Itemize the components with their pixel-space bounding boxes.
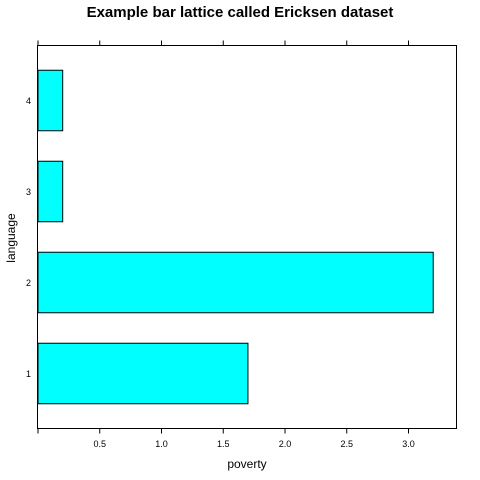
bar-4 bbox=[37, 69, 64, 132]
bars-group bbox=[37, 69, 434, 405]
x-axis-label: poverty bbox=[227, 457, 266, 471]
x-tick-label: 3.0 bbox=[402, 439, 415, 449]
x-tick-label: 2.5 bbox=[340, 439, 353, 449]
x-tick-label: 1.0 bbox=[155, 439, 168, 449]
plot-frame bbox=[37, 45, 457, 429]
chart-title: Example bar lattice called Ericksen data… bbox=[87, 4, 394, 21]
y-tick-label-3: 3 bbox=[26, 187, 31, 197]
bar-2 bbox=[37, 251, 434, 314]
top-axis-ticks bbox=[37, 40, 409, 46]
y-tick-label-2: 2 bbox=[26, 278, 31, 288]
y-tick-label-1: 1 bbox=[26, 369, 31, 379]
bottom-axis-ticks bbox=[37, 428, 409, 434]
x-tick-label: 2.0 bbox=[279, 439, 292, 449]
y-tick-label-4: 4 bbox=[26, 96, 31, 106]
bar-3 bbox=[37, 160, 64, 223]
x-tick-label: 0.5 bbox=[93, 439, 106, 449]
x-tick-label: 1.5 bbox=[217, 439, 230, 449]
y-tick-labels: 1 2 3 4 bbox=[26, 96, 31, 379]
x-tick-labels: 0.5 1.0 1.5 2.0 2.5 3.0 bbox=[93, 439, 414, 449]
y-axis-label: language bbox=[4, 213, 18, 263]
bar-1 bbox=[37, 342, 249, 405]
